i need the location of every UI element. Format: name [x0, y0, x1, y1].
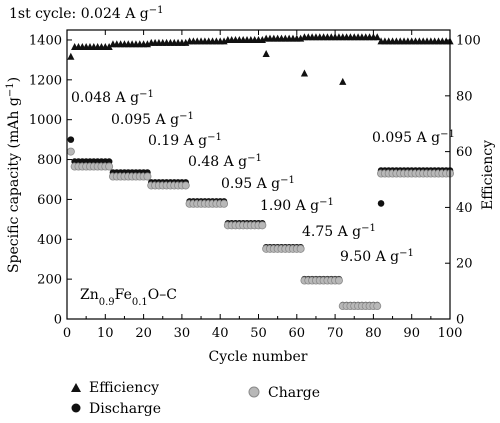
y-right-tick-label: 0	[456, 313, 464, 328]
x-axis-label: Cycle number	[209, 349, 308, 365]
y-right-tick-label: 80	[456, 89, 473, 104]
y-right-tick-label: 40	[456, 201, 473, 216]
efficiency-point	[67, 52, 75, 60]
y-right-tick-label: 20	[456, 257, 473, 272]
efficiency-point	[339, 77, 347, 85]
rate-label-0048: 0.048 A g−1	[71, 89, 154, 107]
x-tick-label: 50	[250, 326, 267, 341]
charge-point	[181, 181, 190, 190]
charge-point	[143, 172, 152, 181]
rate-label-0095: 0.095 A g−1	[111, 111, 194, 129]
legend-charge-label: Charge	[268, 385, 320, 401]
y-right-tick-label: 60	[456, 145, 473, 160]
charge-point	[220, 199, 229, 208]
efficiency-point	[105, 43, 113, 51]
legend: Efficiency Discharge Charge	[71, 380, 320, 417]
material-label: Zn0.9Fe0.1O–C	[80, 287, 177, 308]
legend-discharge-label: Discharge	[89, 401, 161, 417]
rate-label-0095-recovery: 0.095 A g−1	[372, 129, 455, 147]
y-left-tick-label: 1400	[29, 33, 62, 48]
charge-point	[296, 244, 305, 253]
legend-efficiency-marker	[71, 383, 81, 392]
legend-efficiency-label: Efficiency	[89, 380, 159, 396]
legend-charge-marker	[248, 386, 260, 398]
y-left-tick-label: 400	[37, 233, 62, 248]
x-tick-label: 90	[403, 326, 420, 341]
rate-label-019: 0.19 A g−1	[148, 132, 222, 150]
charge-point	[258, 221, 267, 230]
x-tick-label: 80	[365, 326, 382, 341]
x-tick-label: 100	[438, 326, 463, 341]
charge-point	[373, 302, 382, 311]
discharge-point	[377, 200, 385, 207]
x-tick-label: 20	[135, 326, 152, 341]
x-tick-label: 40	[212, 326, 229, 341]
rate-label-190: 1.90 A g−1	[260, 197, 334, 215]
y-left-tick-label: 800	[37, 153, 62, 168]
y-right-tick-label: 100	[456, 34, 481, 49]
legend-discharge-marker	[71, 403, 81, 413]
charge-point	[334, 276, 343, 285]
x-tick-label: 0	[63, 326, 71, 341]
rate-label-475: 4.75 A g−1	[302, 223, 376, 241]
x-tick-label: 60	[289, 326, 306, 341]
efficiency-point	[373, 33, 381, 41]
efficiency-point	[300, 69, 309, 77]
y-axis-left-label: Specific capacity (mAh g−1)	[5, 77, 23, 273]
rate-label-095: 0.95 A g−1	[221, 175, 295, 193]
x-tick-label: 70	[327, 326, 344, 341]
rate-label-048: 0.48 A g−1	[188, 153, 262, 171]
x-tick-label: 10	[97, 326, 114, 341]
charge-point	[105, 162, 114, 171]
charge-point	[66, 147, 75, 156]
y-left-tick-label: 200	[37, 273, 62, 288]
rate-label-950: 9.50 A g−1	[340, 248, 414, 266]
discharge-point	[67, 136, 75, 143]
y-axis-right-label: Efficiency	[480, 140, 496, 210]
y-left-tick-label: 1000	[29, 113, 62, 128]
y-left-tick-label: 600	[37, 193, 62, 208]
x-tick-label: 30	[174, 326, 191, 341]
y-left-tick-label: 1200	[29, 73, 62, 88]
y-left-tick-label: 0	[54, 313, 62, 328]
rate-label-first-cycle: 1st cycle: 0.024 A g−1	[9, 5, 164, 23]
efficiency-point	[262, 49, 270, 57]
